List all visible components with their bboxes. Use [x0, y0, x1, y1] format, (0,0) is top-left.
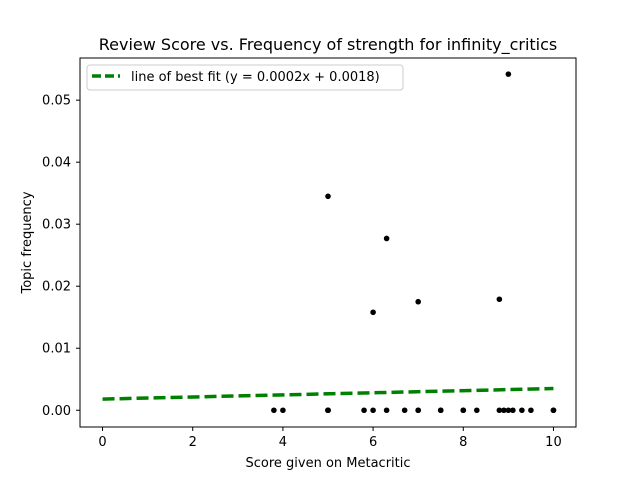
y-tick-label: 0.00: [42, 404, 71, 419]
x-tick-label: 0: [98, 435, 106, 450]
y-tick-label: 0.04: [42, 156, 71, 171]
y-tick-label: 0.03: [42, 218, 71, 233]
y-axis-ticks: 0.00 0.01 0.02 0.03 0.04 0.05: [42, 94, 80, 419]
y-tick-label: 0.02: [42, 280, 71, 295]
data-point: [510, 407, 516, 414]
data-point: [401, 407, 408, 414]
best-fit-line: [102, 386, 554, 401]
y-tick-label: 0.05: [42, 94, 71, 109]
data-point: [496, 296, 503, 303]
data-point: [370, 407, 376, 414]
y-axis-label: Topic frequency: [20, 191, 35, 294]
plot-area: [102, 71, 557, 414]
data-point: [460, 407, 467, 414]
x-tick-label: 6: [369, 435, 377, 450]
axes-frame: [79, 57, 577, 428]
data-point: [505, 71, 512, 77]
data-point: [474, 407, 480, 414]
data-point: [496, 407, 503, 414]
data-point: [383, 235, 390, 242]
x-tick-label: 2: [189, 435, 197, 450]
x-axis-ticks: 0 2 4 6 8 10: [98, 427, 562, 450]
data-point: [501, 407, 507, 414]
data-point: [550, 407, 557, 414]
x-tick-label: 4: [279, 435, 287, 450]
data-point: [370, 309, 376, 316]
data-point: [271, 407, 277, 414]
data-point: [325, 193, 331, 200]
legend-entry: line of best fit (y = 0.0002x + 0.0018): [131, 70, 380, 85]
x-tick-label: 8: [459, 435, 467, 450]
data-point: [415, 298, 421, 305]
data-point: [280, 407, 286, 414]
x-tick-label: 10: [545, 435, 562, 450]
data-point: [519, 407, 525, 414]
data-point: [437, 407, 444, 414]
data-point: [415, 407, 421, 414]
data-point: [528, 407, 534, 414]
x-axis-label: Score given on Metacritic: [245, 456, 410, 471]
legend-box: [86, 64, 404, 91]
legend: line of best fit (y = 0.0002x + 0.0018): [86, 64, 404, 91]
chart-title: Review Score vs. Frequency of strength f…: [99, 35, 558, 55]
data-point: [361, 407, 367, 414]
data-point: [383, 407, 390, 414]
y-tick-label: 0.01: [42, 342, 71, 357]
data-point: [325, 407, 331, 414]
data-point: [505, 407, 512, 414]
